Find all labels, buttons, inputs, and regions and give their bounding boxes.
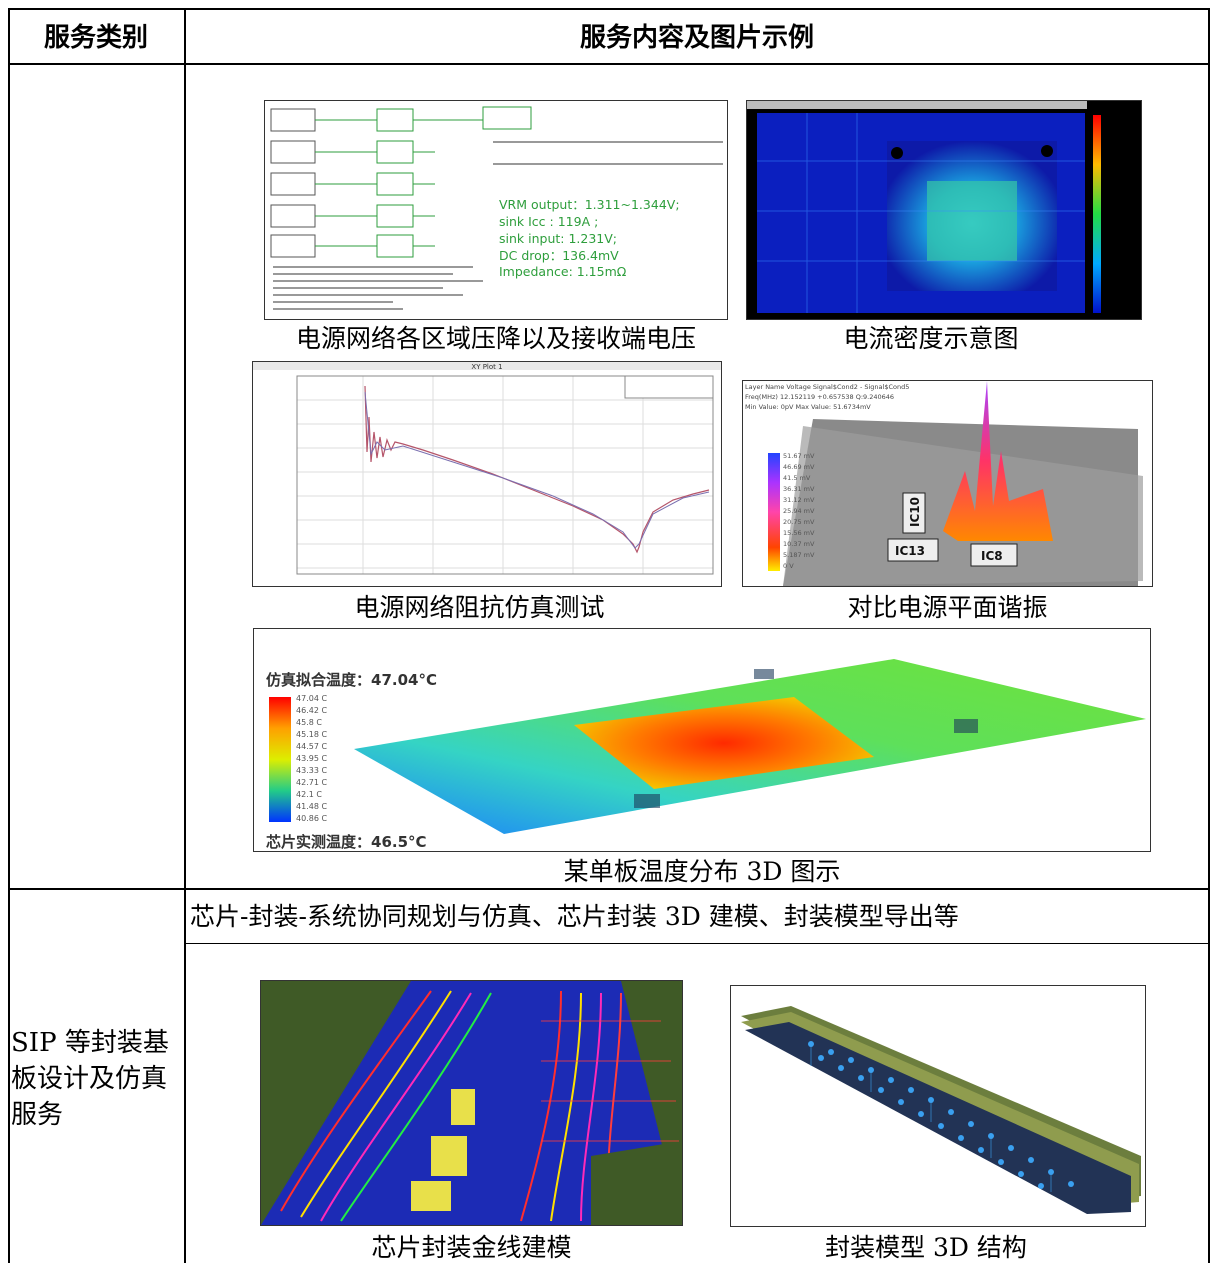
svg-text:10.37 mV: 10.37 mV: [783, 540, 815, 548]
vrm-schematic-image: VRM output：1.311~1.344V; sink Icc : 119A…: [264, 100, 728, 320]
thermal-image: 47.04 C 46.42 C 45.8 C 45.18 C 44.57 C 4…: [253, 628, 1151, 852]
svg-text:41.48 C: 41.48 C: [296, 802, 327, 811]
thermal-meas-label: 芯片实测温度：46.5°C: [266, 833, 427, 851]
column-divider: [184, 8, 186, 1263]
caption-impedance: 电源网络阻抗仿真测试: [354, 593, 605, 622]
svg-text:43.33 C: 43.33 C: [296, 766, 327, 775]
table-top-border: [8, 8, 1210, 10]
category-sip: SIP 等封装基板设计及仿真服务: [11, 1028, 169, 1130]
schematic-blocks: [270, 106, 532, 258]
chip-ic13: IC13: [895, 544, 925, 558]
impedance-curve: [364, 385, 710, 554]
package-3d-image: [730, 985, 1146, 1227]
chip-ic10: IC10: [908, 497, 922, 527]
svg-text:45.8 C: 45.8 C: [296, 718, 322, 727]
svg-text:20.75 mV: 20.75 mV: [783, 518, 815, 526]
header-content: 服务内容及图片示例: [579, 23, 814, 53]
svg-text:47.04 C: 47.04 C: [296, 694, 327, 703]
header-bottom-border: [8, 63, 1210, 65]
vrm-text-1: VRM output：1.311~1.344V;: [499, 197, 680, 212]
resonance-header-3: Min Value: 0pV Max Value: 51.6734mV: [745, 403, 871, 411]
header-category: 服务类别: [43, 23, 148, 53]
section-divider: [8, 888, 1210, 890]
caption-resonance: 对比电源平面谐振: [847, 593, 1048, 622]
svg-text:45.18 C: 45.18 C: [296, 730, 327, 739]
vrm-text-4: DC drop：136.4mV: [499, 248, 619, 263]
resonance-header-1: Layer Name Voltage Signal$Cond2 - Signal…: [745, 383, 909, 391]
caption-vrm: 电源网络各区域压降以及接收端电压: [295, 324, 696, 353]
svg-text:40.86 C: 40.86 C: [296, 814, 327, 823]
svg-text:36.31 mV: 36.31 mV: [783, 485, 815, 493]
svg-text:51.67 mV: 51.67 mV: [783, 452, 815, 460]
service-description: 芯片-封装-系统协同规划与仿真、芯片封装 3D 建模、封装模型导出等: [190, 902, 959, 931]
table-right-border: [1208, 8, 1210, 1263]
thermal-sim-label: 仿真拟合温度：47.04°C: [266, 671, 437, 689]
current-density-image: [746, 100, 1142, 320]
chip-ic8: IC8: [981, 549, 1003, 563]
caption-wirebond: 芯片封装金线建模: [371, 1233, 572, 1262]
svg-text:46.69 mV: 46.69 mV: [783, 463, 815, 471]
vrm-text-2: sink Icc : 119A ;: [499, 214, 598, 229]
svg-text:42.71 C: 42.71 C: [296, 778, 327, 787]
resonance-header-2: Freq(MHz) 12.152119 +0.657538 Q:9.240646: [745, 393, 894, 401]
caption-current: 电流密度示意图: [843, 324, 1019, 353]
svg-text:41.5 mV: 41.5 mV: [783, 474, 811, 482]
svg-text:25.94 mV: 25.94 mV: [783, 507, 815, 515]
svg-text:44.57 C: 44.57 C: [296, 742, 327, 751]
plot-title: XY Plot 1: [471, 363, 502, 371]
svg-text:5.187 mV: 5.187 mV: [783, 551, 815, 559]
caption-model3d: 封装模型 3D 结构: [825, 1233, 1027, 1262]
svg-text:0 V: 0 V: [783, 562, 794, 570]
description-divider: [185, 943, 1210, 944]
impedance-plot-image: XY Plot 1: [252, 361, 722, 587]
caption-thermal: 某单板温度分布 3D 图示: [563, 857, 841, 886]
svg-text:43.95 C: 43.95 C: [296, 754, 327, 763]
vrm-text-5: Impedance: 1.15mΩ: [499, 264, 627, 279]
table-left-border: [8, 8, 10, 1263]
svg-text:42.1 C: 42.1 C: [296, 790, 322, 799]
svg-text:46.42 C: 46.42 C: [296, 706, 327, 715]
resonance-image: Layer Name Voltage Signal$Cond2 - Signal…: [742, 380, 1153, 587]
wirebond-image: [260, 980, 683, 1226]
vrm-text-3: sink input: 1.231V;: [499, 231, 617, 246]
svg-text:15.56 mV: 15.56 mV: [783, 529, 815, 537]
resonance-peak: [943, 381, 1053, 541]
svg-text:31.12 mV: 31.12 mV: [783, 496, 815, 504]
